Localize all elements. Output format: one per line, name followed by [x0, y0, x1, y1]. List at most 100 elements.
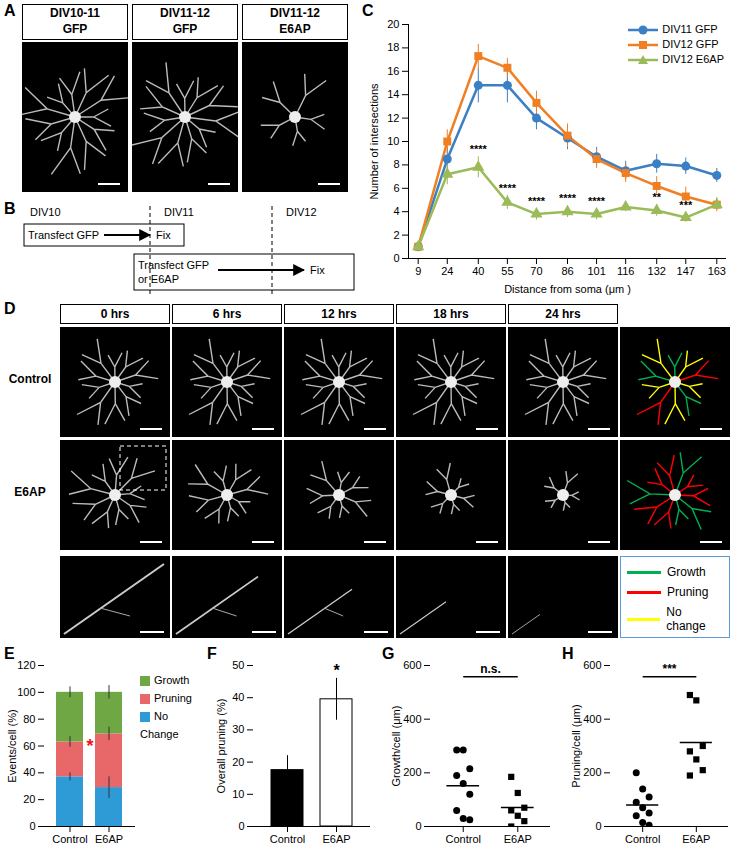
html-text:B: B [4, 200, 16, 217]
svg-text:****: **** [528, 195, 546, 207]
svg-text:Growth/cell (μm): Growth/cell (μm) [390, 706, 402, 787]
svg-text:***: *** [662, 662, 676, 676]
html-text:G: G [382, 645, 395, 662]
svg-text:101: 101 [587, 265, 605, 277]
svg-text:60: 60 [23, 740, 35, 752]
html-text:24 hrs: 24 hrs [545, 307, 581, 321]
svg-text:4: 4 [393, 205, 399, 217]
svg-text:DIV11: DIV11 [164, 206, 194, 218]
svg-text:20: 20 [23, 793, 35, 805]
html-text:D: D [4, 300, 16, 317]
html-text:DIV12 GFP: DIV12 GFP [662, 38, 719, 51]
svg-text:Distance from soma (μm ): Distance from soma (μm ) [504, 283, 631, 295]
svg-text:9: 9 [415, 265, 421, 277]
svg-text:DIV10: DIV10 [30, 206, 61, 218]
svg-text:Overall pruning (%): Overall pruning (%) [215, 699, 227, 794]
html-text:C: C [362, 2, 374, 19]
html-text:6 hrs: 6 hrs [212, 307, 242, 321]
svg-text:147: 147 [677, 265, 695, 277]
svg-text:20: 20 [232, 756, 244, 768]
svg-text:n.s.: n.s. [480, 662, 501, 676]
svg-text:24: 24 [441, 265, 453, 277]
svg-text:Control: Control [270, 833, 305, 845]
html-text:A: A [4, 2, 16, 19]
svg-text:E6AP: E6AP [504, 833, 532, 845]
svg-text:16: 16 [387, 65, 399, 77]
svg-text:116: 116 [617, 265, 635, 277]
svg-text:40: 40 [232, 691, 244, 703]
html-text:12 hrs: 12 hrs [321, 307, 357, 321]
svg-text:Events/cell (%): Events/cell (%) [6, 709, 18, 782]
svg-text:0: 0 [238, 820, 244, 832]
svg-text:Number of intersections: Number of intersections [368, 83, 380, 200]
svg-text:0: 0 [393, 252, 399, 264]
svg-text:600: 600 [403, 659, 421, 671]
svg-text:Control: Control [445, 833, 480, 845]
html-text:GFP: GFP [62, 22, 88, 36]
svg-text:Control: Control [52, 833, 87, 845]
svg-text:*: * [333, 662, 340, 679]
svg-text:0: 0 [415, 820, 421, 832]
svg-text:18: 18 [387, 41, 399, 53]
svg-text:30: 30 [232, 723, 244, 735]
html-text:E6AP: E6AP [279, 22, 311, 36]
svg-text:Transfect GFP: Transfect GFP [28, 229, 99, 241]
svg-text:600: 600 [583, 659, 601, 671]
svg-text:70: 70 [530, 265, 542, 277]
html-text:0 hrs: 0 hrs [100, 307, 130, 321]
svg-text:163: 163 [708, 265, 726, 277]
html-text:DIV10-11: DIV10-11 [50, 6, 100, 20]
html-text:No Change: No Change [140, 710, 179, 740]
svg-text:****: **** [588, 195, 606, 207]
html-text:E6AP: E6AP [14, 485, 46, 499]
svg-text:12: 12 [387, 112, 399, 124]
svg-text:40: 40 [23, 766, 35, 778]
svg-text:0: 0 [29, 820, 35, 832]
svg-text:6: 6 [393, 182, 399, 194]
svg-text:Fix: Fix [156, 229, 171, 241]
svg-text:80: 80 [23, 713, 35, 725]
html-text:DIV12 E6AP: DIV12 E6AP [662, 53, 724, 66]
svg-text:Pruning/cell (μm): Pruning/cell (μm) [570, 704, 582, 787]
svg-text:20: 20 [387, 18, 399, 30]
svg-text:132: 132 [648, 265, 666, 277]
svg-text:Fix: Fix [310, 264, 325, 276]
html-text:Control: Control [8, 372, 52, 386]
svg-text:120: 120 [17, 659, 35, 671]
html-text:GFP: GFP [172, 22, 198, 36]
svg-text:****: **** [559, 192, 577, 204]
svg-text:**: ** [652, 191, 661, 203]
svg-text:or E6AP: or E6AP [138, 273, 179, 285]
svg-text:55: 55 [501, 265, 513, 277]
html-text:DIV11-12: DIV11-12 [270, 6, 320, 20]
svg-text:10: 10 [387, 135, 399, 147]
svg-text:*: * [86, 736, 93, 756]
svg-text:E6AP: E6AP [682, 833, 710, 845]
svg-text:****: **** [499, 182, 517, 194]
svg-text:0: 0 [595, 820, 601, 832]
svg-text:Transfect GFP: Transfect GFP [138, 259, 209, 271]
svg-text:***: *** [679, 199, 693, 211]
svg-text:200: 200 [403, 766, 421, 778]
html-text:Pruning: Pruning [667, 585, 709, 599]
svg-text:200: 200 [583, 766, 601, 778]
svg-text:E6AP: E6AP [95, 833, 123, 845]
svg-text:14: 14 [387, 88, 399, 100]
html-text:No change: No change [666, 605, 706, 633]
svg-text:DIV12: DIV12 [286, 206, 317, 218]
svg-text:100: 100 [17, 686, 35, 698]
svg-text:Control: Control [625, 833, 660, 845]
svg-text:86: 86 [561, 265, 573, 277]
svg-text:10: 10 [232, 788, 244, 800]
html-text:18 hrs: 18 hrs [433, 307, 469, 321]
svg-text:400: 400 [403, 713, 421, 725]
svg-text:400: 400 [583, 713, 601, 725]
html-text:Growth: Growth [667, 565, 706, 579]
svg-text:40: 40 [472, 265, 484, 277]
html-text:DIV11-12: DIV11-12 [160, 6, 210, 20]
svg-text:2: 2 [393, 229, 399, 241]
svg-text:8: 8 [393, 158, 399, 170]
svg-text:****: **** [470, 143, 488, 155]
svg-text:50: 50 [232, 659, 244, 671]
svg-text:E6AP: E6AP [322, 833, 350, 845]
